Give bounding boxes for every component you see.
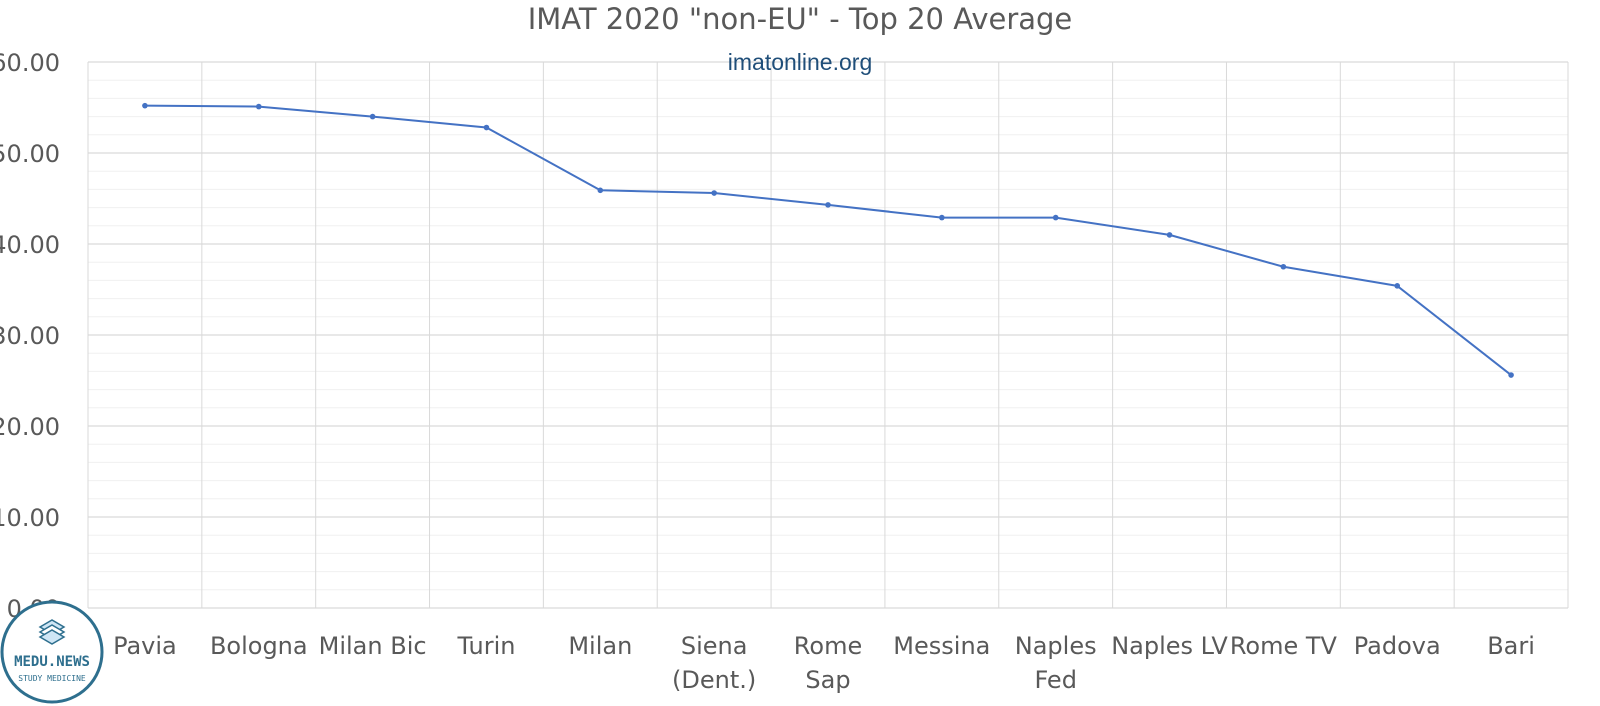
data-point xyxy=(142,102,148,109)
x-tick-label-line: Padova xyxy=(1354,632,1441,660)
y-tick-label: 10.00 xyxy=(0,504,60,532)
x-tick-label: Bologna xyxy=(210,632,308,660)
y-tick-label: 50.00 xyxy=(0,140,60,168)
x-tick-label: Bari xyxy=(1487,632,1535,660)
x-tick-label: Rome Sap xyxy=(794,632,862,694)
x-tick-label: Naples LV xyxy=(1111,632,1228,660)
data-point xyxy=(1394,283,1401,289)
y-tick-label: 40.00 xyxy=(0,231,60,259)
data-point xyxy=(1052,214,1059,221)
x-tick-label-line: Rome xyxy=(794,632,862,660)
x-tick-label: Messina xyxy=(893,632,990,660)
chart-title: IMAT 2020 "non-EU" - Top 20 Average xyxy=(528,2,1073,36)
x-tick-label: Milan Bic xyxy=(319,632,427,660)
x-tick-label-line: Milan xyxy=(568,632,632,660)
x-tick-label: Milan xyxy=(568,632,632,660)
books-icon xyxy=(38,619,66,645)
x-tick-label-line: Milan Bic xyxy=(319,632,427,660)
logo-text: MEDU.NEWS xyxy=(14,654,90,670)
x-tick-label: Rome TV xyxy=(1230,632,1338,660)
x-tick-label: Turin xyxy=(456,632,515,660)
data-point xyxy=(711,190,717,196)
data-point xyxy=(369,113,376,120)
x-tick-label: Siena (Dent.) xyxy=(672,632,756,694)
data-point xyxy=(597,187,604,194)
x-tick-label: Padova xyxy=(1354,632,1441,660)
logo-ring xyxy=(0,600,104,704)
y-tick-label: 30.00 xyxy=(0,322,60,350)
x-tick-label-line: Naples xyxy=(1015,632,1097,660)
major-gridlines xyxy=(88,61,1568,609)
x-tick-label-line: Naples LV xyxy=(1111,632,1228,660)
data-point xyxy=(825,202,831,208)
x-tick-label-line: Fed xyxy=(1034,666,1077,694)
x-tick-label: Pavia xyxy=(113,632,177,660)
data-point xyxy=(939,214,945,221)
x-tick-label-line: Siena xyxy=(681,632,748,660)
x-tick-label-line: Bari xyxy=(1487,632,1535,660)
data-point xyxy=(1166,232,1173,238)
y-tick-label: 60.00 xyxy=(0,49,60,77)
x-tick-label-line: Messina xyxy=(893,632,990,660)
y-tick-label: 20.00 xyxy=(0,413,60,441)
y-axis-tick-labels: 0.0010.0020.0030.0040.0050.0060.00 xyxy=(0,49,60,623)
medu-news-logo: MEDU.NEWS STUDY MEDICINE xyxy=(0,600,104,704)
data-point xyxy=(483,124,490,131)
x-tick-label-line: Bologna xyxy=(210,632,308,660)
chart-subtitle: imatonline.org xyxy=(728,49,872,75)
series-layer xyxy=(142,102,1514,378)
x-tick-label: Naples Fed xyxy=(1015,632,1097,694)
data-point xyxy=(255,103,262,110)
x-axis-tick-labels: Pavia Bologna Milan Bic Turin Milan Siena (Den… xyxy=(113,632,1535,694)
logo-tagline: STUDY MEDICINE xyxy=(18,674,86,683)
x-tick-label-line: Sap xyxy=(805,666,850,694)
data-point xyxy=(1280,263,1287,270)
x-tick-label-line: Turin xyxy=(456,632,515,660)
x-tick-label-line: (Dent.) xyxy=(672,666,756,694)
x-tick-label-line: Rome TV xyxy=(1230,632,1338,660)
x-tick-label-line: Pavia xyxy=(113,632,177,660)
data-point xyxy=(1508,372,1514,378)
